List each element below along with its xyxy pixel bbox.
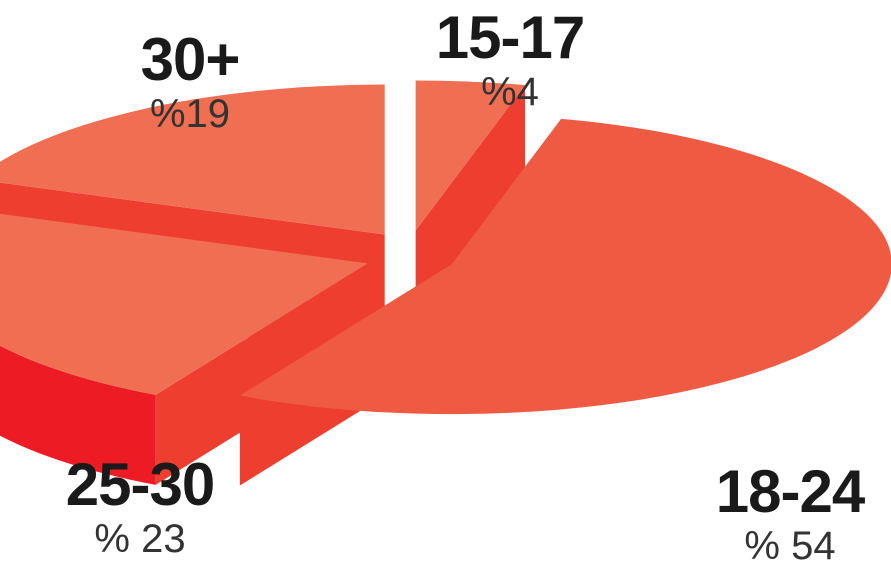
slice-cut-face	[415, 85, 526, 321]
slice-side	[0, 345, 156, 485]
pie-chart	[0, 80, 891, 486]
pie-slices	[0, 80, 891, 486]
slice-top-15-17	[415, 80, 526, 231]
pie-slice-25-30	[0, 213, 368, 485]
value-label: %4	[481, 70, 539, 114]
value-label: % 54	[744, 524, 836, 568]
value-label: % 23	[94, 517, 186, 561]
category-label: 15-17	[435, 4, 585, 71]
slice-label-18-24: 18-24 % 54	[690, 458, 890, 568]
slice-label-25-30: 25-30 % 23	[40, 451, 240, 561]
slice-label-15-17: 15-17 %4	[410, 4, 610, 114]
slice-top-30-plus	[0, 84, 385, 235]
value-label: %19	[149, 92, 231, 136]
category-label: 18-24	[715, 458, 865, 525]
slice-top-18-24	[239, 118, 891, 415]
slice-label-30-plus: 30+ %19	[100, 26, 280, 136]
pie-slice-18-24	[239, 118, 891, 486]
slice-top-25-30	[0, 213, 368, 395]
pie-slice-15-17	[415, 80, 526, 321]
category-label: 30+	[140, 26, 241, 93]
category-label: 25-30	[65, 451, 215, 518]
